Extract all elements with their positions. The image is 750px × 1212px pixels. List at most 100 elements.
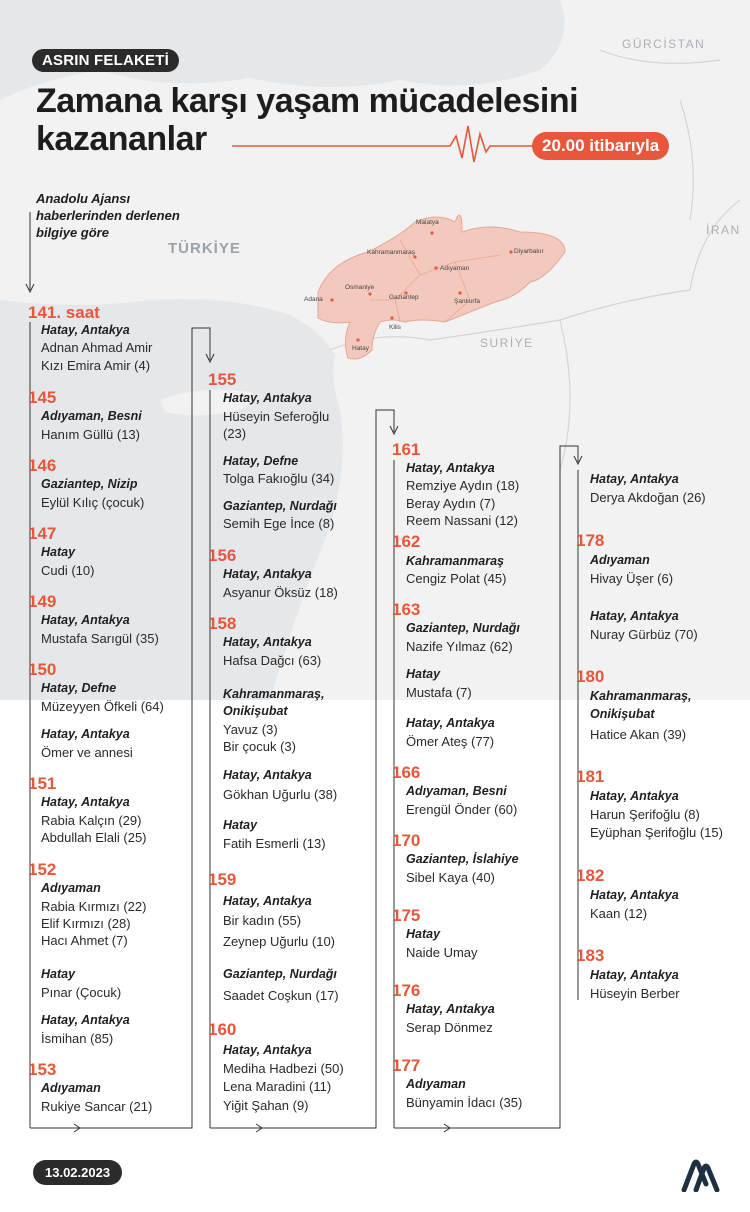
survivor-name: Hanım Güllü (13) bbox=[41, 427, 140, 442]
hour-label: 155 bbox=[208, 370, 237, 389]
survivor-name: Gökhan Uğurlu (38) bbox=[223, 787, 338, 802]
survivor-name: Rabia Kalçın (29) bbox=[41, 813, 142, 828]
hour-label: 177 bbox=[392, 1056, 421, 1075]
location-label: Hatay, Antakya bbox=[223, 391, 312, 405]
survivor-name: Hüseyin Berber bbox=[590, 986, 680, 1001]
hour-label: 160 bbox=[208, 1020, 237, 1039]
survivor-name: Ömer Ateş (77) bbox=[406, 734, 495, 749]
survivor-name: Zeynep Uğurlu (10) bbox=[223, 934, 335, 949]
survivor-name: Mediha Hadbezi (50) bbox=[223, 1061, 344, 1076]
survivor-name: Derya Akdoğan (26) bbox=[590, 490, 706, 505]
survivor-name: Eyüphan Şerifoğlu (15) bbox=[590, 825, 723, 840]
location-label: Hatay bbox=[406, 927, 441, 941]
city-label: Kilis bbox=[389, 324, 401, 331]
country-label-gurcistan: GÜRCİSTAN bbox=[622, 37, 706, 51]
location-label: Adıyaman, Besni bbox=[41, 409, 142, 423]
survivor-name: Abdullah Elali (25) bbox=[41, 830, 147, 845]
location-label: Gaziantep, Nurdağı bbox=[406, 621, 520, 635]
black-sea-shape bbox=[0, 0, 565, 100]
location-label: Adıyaman bbox=[590, 553, 650, 567]
hour-label: 175 bbox=[392, 906, 421, 925]
hour-label: 162 bbox=[392, 532, 421, 551]
location-label: Kahramanmaraş bbox=[406, 554, 504, 568]
location-label: Hatay, Antakya bbox=[223, 894, 312, 908]
hour-label: 159 bbox=[208, 870, 237, 889]
title-line-1: Zamana karşı yaşam mücadelesini bbox=[36, 82, 579, 120]
survivor-name: Beray Aydın (7) bbox=[406, 496, 496, 511]
survivor-name: Ömer ve annesi bbox=[41, 745, 133, 760]
survivor-name: Semih Ege İnce (8) bbox=[223, 516, 335, 531]
location-label: Hatay, Antakya bbox=[41, 323, 130, 337]
location-label: Hatay, Antakya bbox=[223, 567, 312, 581]
hour-label: 158 bbox=[208, 614, 237, 633]
hour-label: 149 bbox=[28, 592, 57, 611]
survivor-name: Erengül Önder (60) bbox=[406, 802, 518, 817]
survivor-name: Sibel Kaya (40) bbox=[406, 870, 495, 885]
survivor-name: Cengiz Polat (45) bbox=[406, 571, 507, 586]
hour-label: 152 bbox=[28, 860, 57, 879]
location-label: Hatay, Defne bbox=[41, 681, 117, 695]
survivor-name: Rabia Kırmızı (22) bbox=[41, 899, 147, 914]
survivor-name: Remziye Aydın (18) bbox=[406, 478, 520, 493]
survivor-name: Serap Dönmez bbox=[406, 1020, 493, 1035]
survivor-name: Nazife Yılmaz (62) bbox=[406, 639, 513, 654]
location-label-line-2: Onikişubat bbox=[590, 707, 655, 721]
city-label: Adıyaman bbox=[440, 265, 470, 272]
hour-label: 182 bbox=[576, 866, 605, 885]
hour-label: 147 bbox=[28, 524, 57, 543]
location-label: Hatay, Antakya bbox=[406, 716, 495, 730]
hour-label: 141. saat bbox=[28, 303, 100, 322]
page-title: Zamana karşı yaşam mücadelesini kazananl… bbox=[36, 82, 579, 158]
survivor-name: Bir çocuk (3) bbox=[223, 739, 296, 754]
location-label: Adıyaman bbox=[406, 1077, 466, 1091]
survivor-name: (23) bbox=[223, 426, 247, 441]
survivor-name: Hafsa Dağcı (63) bbox=[223, 653, 322, 668]
survivor-name: Kaan (12) bbox=[590, 906, 648, 921]
location-label: Gaziantep, Nurdağı bbox=[223, 967, 337, 981]
hour-label: 163 bbox=[392, 600, 421, 619]
survivor-name: Lena Maradini (11) bbox=[223, 1079, 332, 1094]
hour-label: 170 bbox=[392, 831, 421, 850]
location-label-line-2: Onikişubat bbox=[223, 704, 288, 718]
location-label: Hatay, Antakya bbox=[223, 1043, 312, 1057]
location-label: Hatay, Antakya bbox=[590, 789, 679, 803]
hour-label: 153 bbox=[28, 1060, 57, 1079]
city-label: Şanlıurfa bbox=[454, 298, 481, 305]
location-label: Hatay, Antakya bbox=[41, 795, 130, 809]
location-label: Hatay, Antakya bbox=[590, 888, 679, 902]
location-label: Kahramanmaraş, bbox=[223, 687, 325, 701]
survivor-name: Yavuz (3) bbox=[223, 722, 278, 737]
survivor-name: Elif Kırmızı (28) bbox=[41, 916, 131, 931]
survivor-name: Hacı Ahmet (7) bbox=[41, 933, 128, 948]
survivor-name: Yiğit Şahan (9) bbox=[223, 1098, 309, 1113]
location-label: Hatay, Antakya bbox=[41, 613, 130, 627]
location-label: Hatay, Defne bbox=[223, 454, 299, 468]
survivor-name: Tolga Fakıoğlu (34) bbox=[223, 471, 335, 486]
country-label-suriye: SURİYE bbox=[480, 336, 534, 350]
location-label: Hatay bbox=[41, 545, 76, 559]
survivor-name: Asyanur Öksüz (18) bbox=[223, 585, 338, 600]
city-label: Adana bbox=[304, 296, 323, 303]
survivor-name: Mustafa Sarıgül (35) bbox=[41, 631, 159, 646]
survivor-name: Bir kadın (55) bbox=[223, 913, 302, 928]
title-line-2: kazananlar bbox=[36, 120, 207, 158]
location-label: Hatay bbox=[406, 667, 441, 681]
survivor-name: Naide Umay bbox=[406, 945, 478, 960]
location-label: Hatay, Antakya bbox=[41, 1013, 130, 1027]
location-label: Hatay, Antakya bbox=[406, 1002, 495, 1016]
survivor-name: Saadet Coşkun (17) bbox=[223, 988, 339, 1003]
location-label: Gaziantep, Nizip bbox=[41, 477, 138, 491]
location-label: Hatay, Antakya bbox=[590, 472, 679, 486]
source-note: Anadolu Ajansı haberlerinden derlenen bi… bbox=[36, 191, 180, 240]
survivor-name: Cudi (10) bbox=[41, 563, 95, 578]
hour-label: 145 bbox=[28, 388, 57, 407]
location-label: Hatay, Antakya bbox=[41, 727, 130, 741]
location-label: Hatay bbox=[41, 967, 76, 981]
city-label: Kahramanmaraş bbox=[367, 249, 416, 256]
survivor-name: Hatice Akan (39) bbox=[590, 727, 687, 742]
hour-label: 180 bbox=[576, 667, 605, 686]
country-label-iran: İRAN bbox=[706, 223, 741, 237]
hour-label: 161 bbox=[392, 440, 421, 459]
location-label: Hatay bbox=[223, 818, 258, 832]
hour-label: 176 bbox=[392, 981, 421, 1000]
